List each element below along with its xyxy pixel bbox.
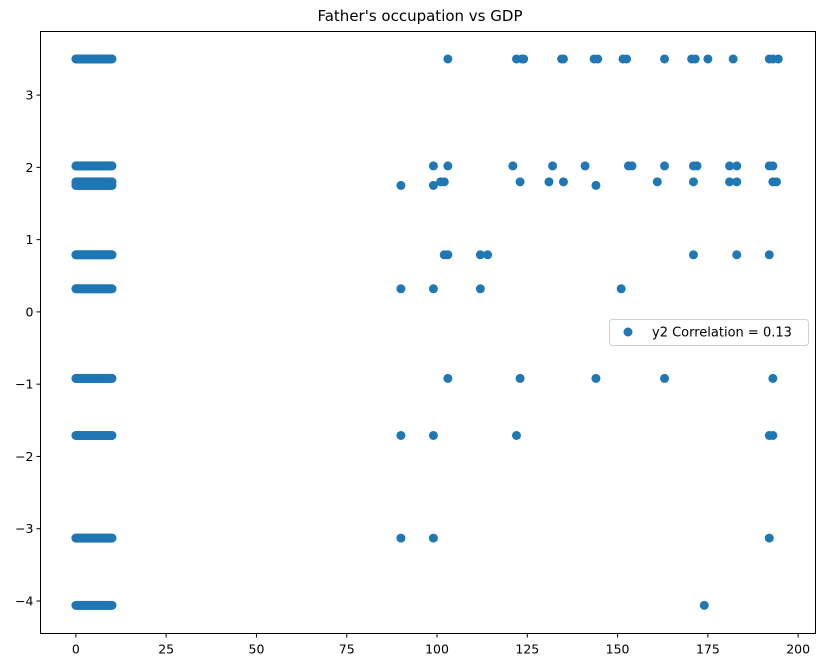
data-point	[768, 373, 778, 383]
legend-label: y2 Correlation = 0.13	[652, 326, 792, 341]
y-tick-label: −3	[15, 521, 33, 536]
data-point	[732, 161, 742, 171]
points-layer	[71, 54, 783, 610]
data-point	[515, 373, 525, 383]
data-point	[508, 161, 518, 171]
data-point	[439, 177, 449, 187]
data-point	[688, 250, 698, 260]
legend-box	[609, 319, 809, 346]
data-point	[428, 180, 438, 190]
data-point	[475, 284, 485, 294]
data-point	[428, 430, 438, 440]
x-tick-label: 125	[515, 642, 539, 657]
y-tick-label: −1	[15, 377, 33, 392]
data-point	[396, 533, 406, 543]
data-point	[591, 180, 601, 190]
plot-frame	[40, 31, 816, 634]
data-point	[396, 430, 406, 440]
data-point	[428, 161, 438, 171]
x-tick-label: 100	[425, 642, 449, 657]
cluster-point	[107, 373, 117, 383]
data-point	[768, 430, 778, 440]
data-point	[511, 430, 521, 440]
chart-title: Father's occupation vs GDP	[317, 7, 522, 25]
data-point	[660, 373, 670, 383]
data-point	[660, 54, 670, 64]
data-point	[396, 180, 406, 190]
data-point	[660, 161, 670, 171]
data-point	[580, 161, 590, 171]
data-point	[627, 161, 637, 171]
data-point	[764, 533, 774, 543]
data-point	[544, 177, 554, 187]
data-point	[732, 177, 742, 187]
data-point	[443, 161, 453, 171]
data-point	[515, 177, 525, 187]
y-tick-label: 2	[26, 160, 34, 175]
data-point	[558, 54, 568, 64]
x-tick-label: 50	[249, 642, 265, 657]
data-point	[443, 250, 453, 260]
data-point	[690, 54, 700, 64]
data-point	[692, 161, 702, 171]
cluster-point	[107, 180, 117, 190]
data-point	[728, 54, 738, 64]
x-tick-label: 175	[696, 642, 720, 657]
y-tick-label: 0	[26, 304, 34, 319]
data-point	[593, 54, 603, 64]
data-point	[768, 161, 778, 171]
cluster-point	[107, 430, 117, 440]
y-tick-label: −2	[15, 449, 33, 464]
data-point	[622, 54, 632, 64]
data-point	[772, 177, 781, 187]
y-axis: −4 −3 −2 −1 0 1 2 3	[15, 88, 41, 608]
data-point	[548, 161, 558, 171]
cluster-point	[107, 284, 117, 294]
cluster-point	[107, 161, 117, 171]
data-point	[773, 54, 783, 64]
data-point	[475, 250, 485, 260]
data-point	[688, 177, 698, 187]
data-point	[591, 373, 601, 383]
x-tick-label: 25	[158, 642, 174, 657]
data-point	[725, 177, 735, 187]
data-point	[764, 250, 774, 260]
data-point	[732, 250, 742, 260]
x-tick-label: 150	[606, 642, 630, 657]
cluster-point	[107, 600, 117, 610]
data-point	[725, 161, 735, 171]
data-point	[699, 600, 709, 610]
data-point	[703, 54, 713, 64]
data-point	[652, 177, 662, 187]
data-point	[558, 177, 568, 187]
cluster-point	[107, 54, 117, 64]
x-tick-label: 200	[786, 642, 810, 657]
data-point	[443, 373, 453, 383]
data-point	[483, 250, 493, 260]
x-tick-label: 75	[339, 642, 355, 657]
x-axis: 0 25 50 75 100 125 150 175 200	[72, 633, 810, 657]
data-point	[428, 533, 438, 543]
y-tick-label: 1	[26, 232, 34, 247]
data-point	[616, 284, 626, 294]
data-point	[519, 54, 529, 64]
legend-marker	[623, 327, 633, 337]
cluster-point	[107, 533, 117, 543]
data-point	[443, 54, 453, 64]
x-tick-label: 0	[72, 642, 80, 657]
data-point	[396, 284, 406, 294]
y-tick-label: −4	[15, 593, 33, 608]
legend: y2 Correlation = 0.13	[609, 319, 809, 346]
y-tick-label: 3	[26, 88, 34, 103]
data-point	[428, 284, 438, 294]
cluster-point	[107, 250, 117, 260]
